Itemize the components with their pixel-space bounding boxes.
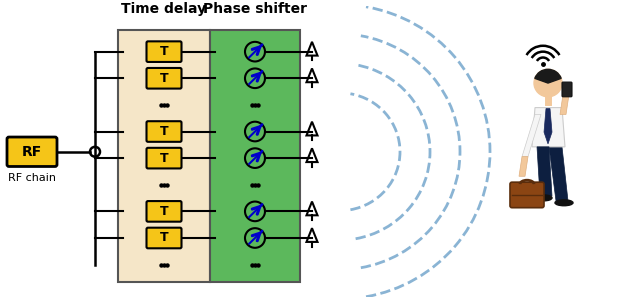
FancyBboxPatch shape <box>147 121 182 142</box>
Polygon shape <box>544 109 552 144</box>
FancyBboxPatch shape <box>147 148 182 168</box>
FancyBboxPatch shape <box>562 82 572 97</box>
Text: T: T <box>160 231 168 244</box>
FancyBboxPatch shape <box>147 228 182 248</box>
Text: RF chain: RF chain <box>8 173 56 183</box>
Text: Time delay: Time delay <box>122 2 207 16</box>
Polygon shape <box>519 157 528 176</box>
Polygon shape <box>560 88 570 114</box>
Text: Phase shifter: Phase shifter <box>203 2 307 16</box>
Ellipse shape <box>536 195 552 201</box>
Text: T: T <box>160 205 168 218</box>
Bar <box>118 30 210 282</box>
Text: T: T <box>160 152 168 165</box>
FancyBboxPatch shape <box>147 41 182 62</box>
Polygon shape <box>522 114 541 157</box>
Text: RF: RF <box>22 145 42 159</box>
Polygon shape <box>532 108 565 147</box>
FancyBboxPatch shape <box>147 68 182 89</box>
Polygon shape <box>537 147 552 196</box>
FancyBboxPatch shape <box>147 201 182 222</box>
Text: T: T <box>160 45 168 58</box>
Wedge shape <box>535 69 561 83</box>
Text: T: T <box>160 125 168 138</box>
Text: T: T <box>160 72 168 85</box>
Bar <box>210 30 300 282</box>
Polygon shape <box>549 147 568 201</box>
FancyBboxPatch shape <box>510 182 544 208</box>
Ellipse shape <box>555 200 573 206</box>
Circle shape <box>534 69 562 97</box>
FancyBboxPatch shape <box>7 137 57 167</box>
